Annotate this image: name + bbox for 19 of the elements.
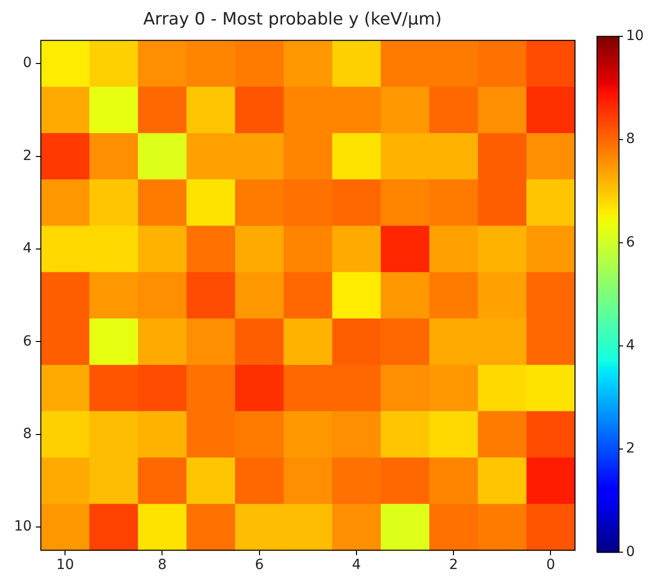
- y-tick-label: 8: [22, 426, 32, 442]
- color-bar-label: 4: [626, 338, 635, 354]
- x-tick-label: 10: [56, 557, 74, 574]
- x-tick-label: 4: [352, 557, 362, 574]
- x-tick-label: 2: [449, 557, 458, 574]
- x-tick-label: 8: [158, 557, 167, 574]
- x-tick-label: 0: [546, 557, 556, 574]
- color-bar-label: 10: [626, 28, 644, 44]
- y-tick-label: 2: [22, 148, 32, 164]
- color-bar-label: 2: [626, 440, 635, 457]
- chart-title: Array 0 - Most probable y (keV/µm): [143, 10, 442, 30]
- y-tick-label: 0: [22, 55, 32, 72]
- color-bar-label: 6: [626, 234, 635, 250]
- color-bar-label: 0: [626, 544, 635, 560]
- color-bar-label: 8: [626, 131, 635, 148]
- x-tick-label: 6: [254, 557, 264, 574]
- y-tick-label: 4: [22, 240, 32, 257]
- y-tick-label: 10: [14, 518, 32, 535]
- y-tick-label: 6: [22, 333, 32, 350]
